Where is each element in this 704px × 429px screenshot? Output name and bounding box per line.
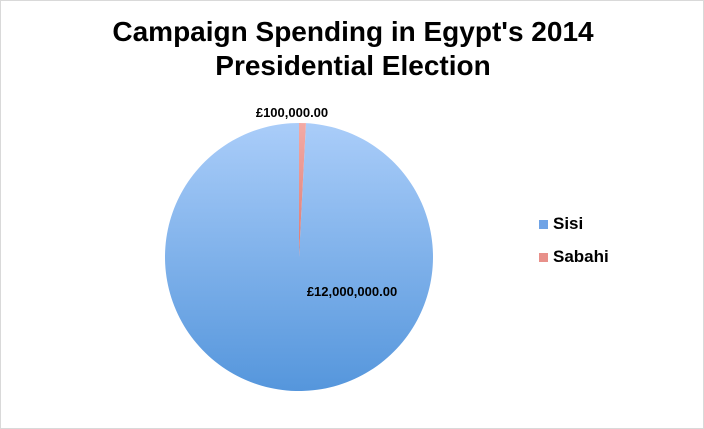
legend-item-sabahi: Sabahi [539,245,609,269]
data-label-sisi: £12,000,000.00 [307,284,397,299]
legend-swatch-sabahi [539,252,548,262]
chart-title: Campaign Spending in Egypt's 2014 Presid… [1,15,704,83]
chart-title-line-2: Presidential Election [215,50,491,81]
legend-label-sabahi: Sabahi [553,247,609,266]
legend-item-sisi: Sisi [539,212,609,236]
pie-slice-sisi [165,123,434,391]
chart-legend: Sisi Sabahi [539,212,609,278]
legend-label-sisi: Sisi [553,214,584,233]
pie-slice-sabahi [299,123,306,257]
chart-title-line-1: Campaign Spending in Egypt's 2014 [112,16,594,47]
data-label-sabahi: £100,000.00 [256,105,328,120]
legend-swatch-sisi [539,219,548,229]
